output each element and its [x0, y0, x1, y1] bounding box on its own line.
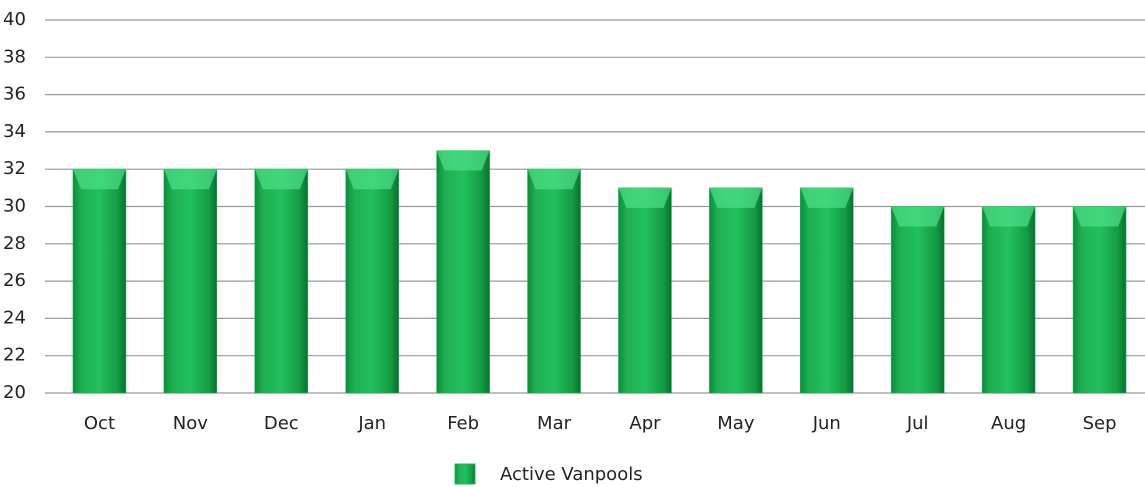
bar-bevel	[163, 169, 217, 190]
y-tick-label: 30	[3, 196, 26, 217]
bar-bevel	[254, 169, 308, 190]
y-tick-label: 32	[3, 158, 26, 179]
bar	[72, 168, 127, 394]
bar	[254, 168, 309, 394]
y-tick-label: 28	[3, 233, 26, 254]
x-tick-label: May	[717, 413, 755, 434]
x-tick-label: Apr	[629, 413, 661, 434]
y-tick-label: 24	[3, 307, 26, 328]
y-tick-label: 26	[3, 270, 26, 291]
x-tick-label: Jan	[357, 413, 386, 434]
y-tick-label: 20	[3, 382, 26, 403]
x-tick-label: Aug	[991, 413, 1026, 434]
x-tick-label: Nov	[173, 413, 208, 434]
y-tick-label: 40	[3, 9, 26, 30]
bar	[527, 168, 581, 394]
bar	[345, 168, 399, 394]
bar-bevel	[709, 187, 763, 208]
bar-bevel	[527, 169, 581, 190]
bar-bevel	[345, 169, 399, 190]
bar-bevel	[72, 169, 126, 190]
bar-bevel	[891, 206, 945, 227]
x-tick-label: Jun	[812, 413, 841, 434]
x-tick-label: Mar	[537, 413, 572, 434]
bar	[618, 187, 672, 394]
x-tick-label: Sep	[1083, 413, 1117, 434]
bar	[981, 206, 1036, 394]
x-tick-label: Feb	[447, 413, 479, 434]
bar	[800, 187, 854, 394]
bar	[163, 168, 218, 394]
bar	[709, 187, 763, 394]
legend-swatch	[454, 463, 476, 485]
bar-bevel	[800, 187, 854, 208]
x-tick-label: Oct	[84, 413, 115, 434]
y-tick-label: 38	[3, 46, 26, 67]
bar-bevel	[436, 150, 490, 171]
x-tick-label: Jul	[906, 413, 929, 434]
bar-bevel	[982, 206, 1036, 227]
y-tick-label: 34	[3, 121, 26, 142]
bar	[436, 150, 490, 394]
bar	[1072, 206, 1127, 394]
legend-label: Active Vanpools	[500, 464, 643, 485]
bar	[890, 206, 945, 394]
x-tick-label: Dec	[264, 413, 299, 434]
bar-bevel	[618, 187, 672, 208]
bar-bevel	[1073, 206, 1127, 227]
y-tick-label: 22	[3, 345, 26, 366]
y-tick-label: 36	[3, 84, 26, 105]
